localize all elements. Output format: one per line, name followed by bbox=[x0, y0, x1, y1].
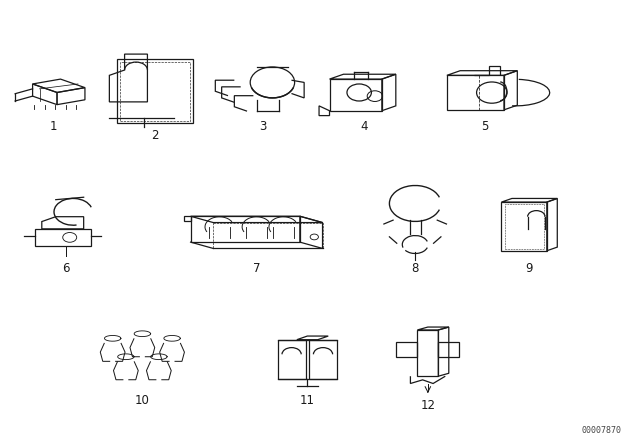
Text: 9: 9 bbox=[525, 262, 533, 275]
Text: 00007870: 00007870 bbox=[581, 426, 621, 435]
Text: 12: 12 bbox=[420, 399, 435, 412]
Text: 2: 2 bbox=[151, 129, 159, 142]
Text: 11: 11 bbox=[300, 395, 315, 408]
Text: 5: 5 bbox=[481, 120, 489, 133]
Text: 4: 4 bbox=[361, 120, 368, 133]
Text: 10: 10 bbox=[135, 395, 150, 408]
Text: 6: 6 bbox=[63, 262, 70, 275]
Text: 3: 3 bbox=[259, 120, 267, 133]
Text: 8: 8 bbox=[412, 262, 419, 275]
Text: 1: 1 bbox=[50, 120, 58, 133]
Text: 7: 7 bbox=[253, 262, 260, 275]
